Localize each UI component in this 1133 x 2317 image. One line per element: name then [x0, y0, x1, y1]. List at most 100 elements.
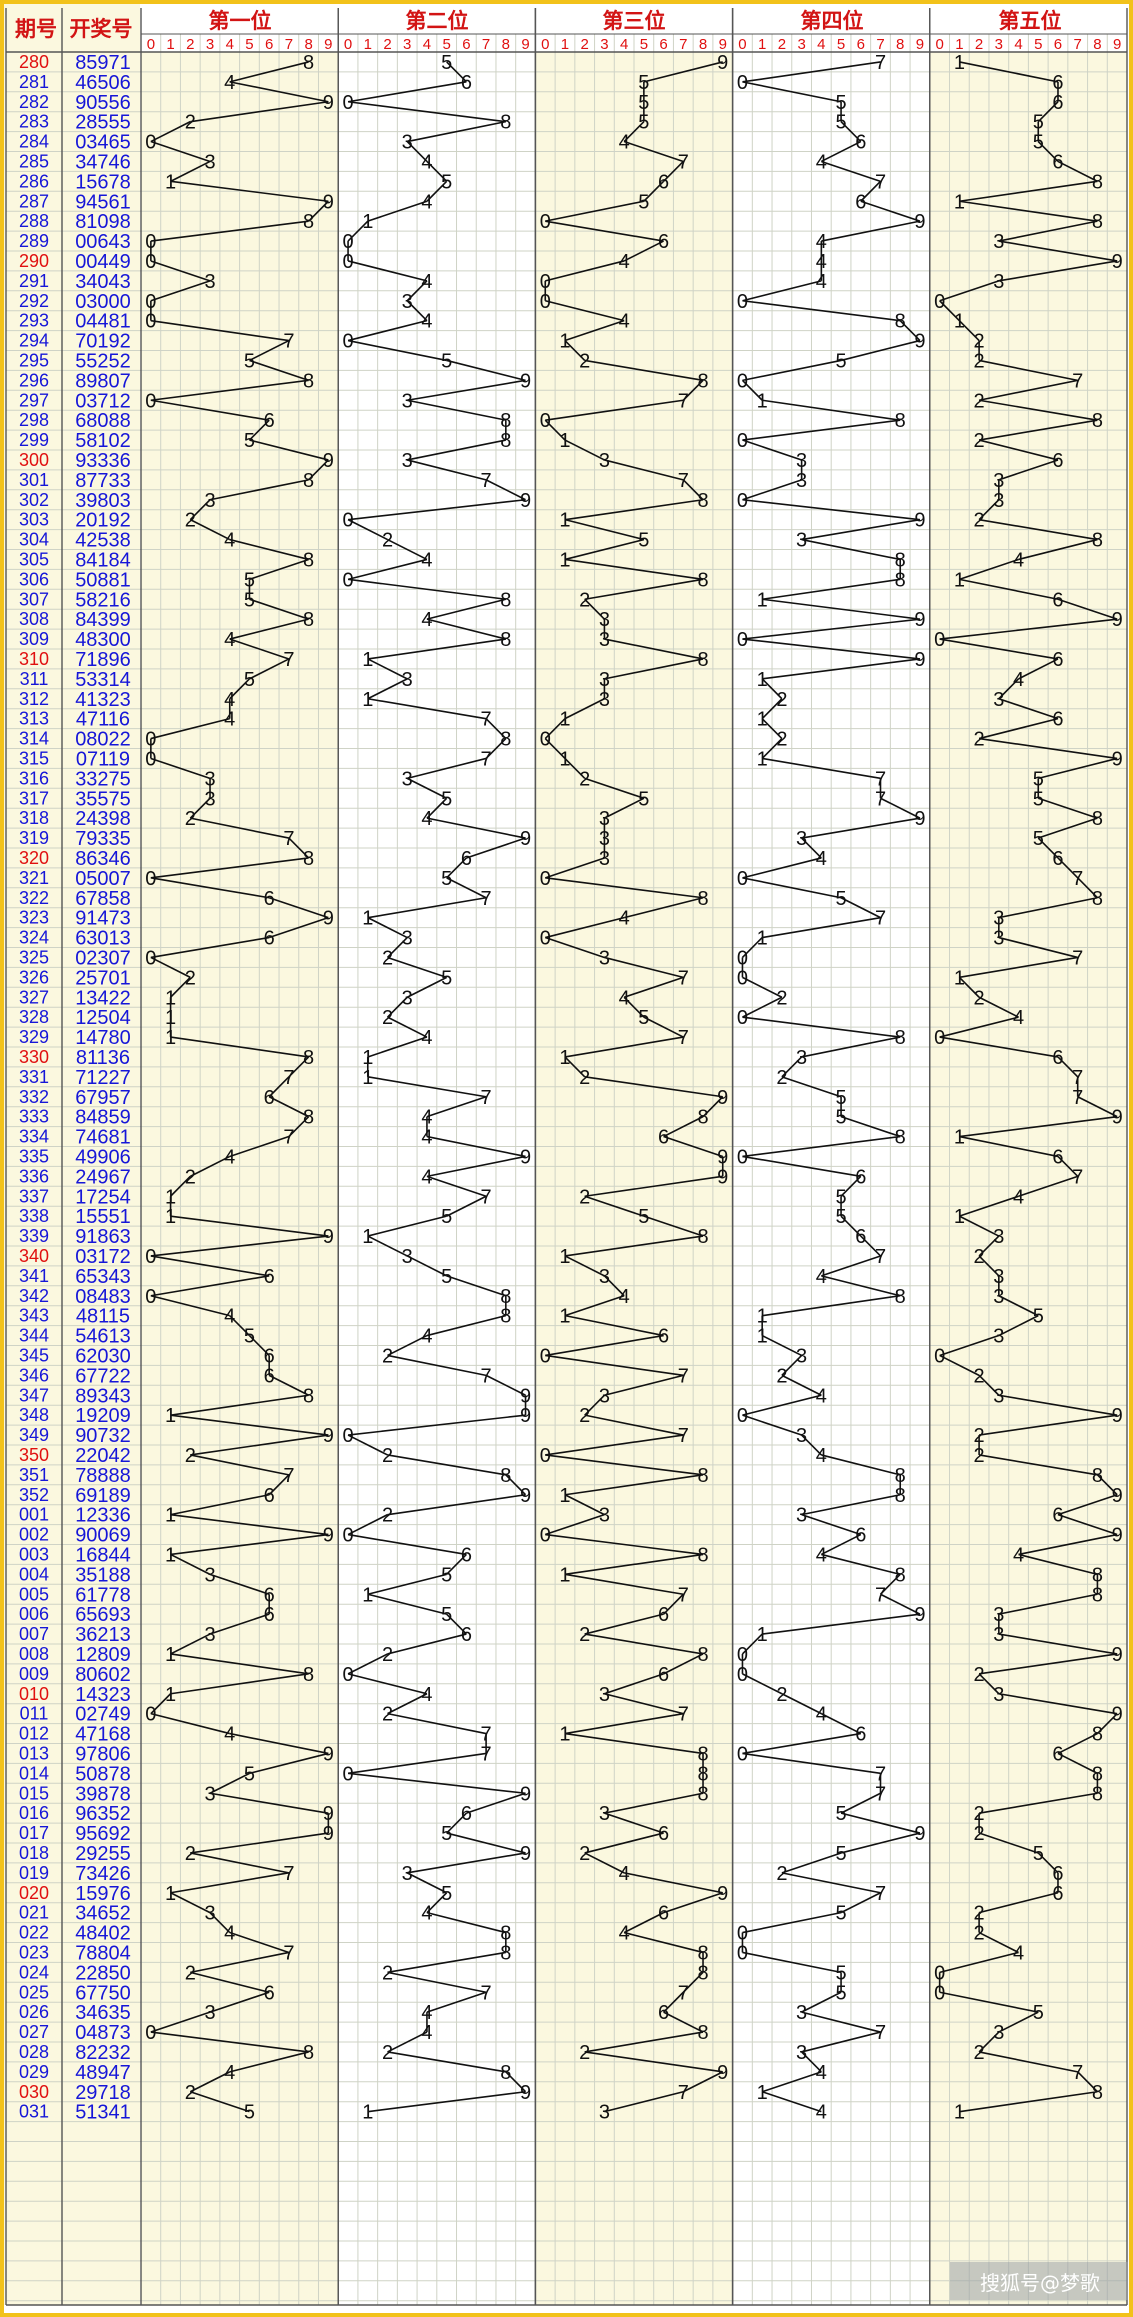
digit-mark-5: 3 — [993, 490, 1004, 512]
trend-segment-5 — [998, 459, 1059, 481]
trend-segment-2 — [466, 1792, 526, 1814]
digit-mark-3: 7 — [678, 1027, 689, 1049]
digit-mark-2: 0 — [342, 1425, 353, 1447]
digit-mark-5: 1 — [954, 967, 965, 989]
issue-label: 314 — [19, 729, 49, 749]
digit-mark-5: 5 — [1033, 1306, 1044, 1328]
draw-number: 87733 — [75, 470, 131, 492]
digit-header-1-9: 9 — [324, 36, 332, 53]
digit-mark-2: 9 — [520, 1385, 531, 1407]
digit-mark-5: 9 — [1112, 1644, 1123, 1666]
trend-segment-4 — [840, 1215, 862, 1237]
trend-segment-1 — [170, 1175, 191, 1197]
draw-number: 02307 — [75, 947, 131, 969]
trend-segment-1 — [150, 260, 211, 282]
digit-mark-2: 4 — [421, 2022, 432, 2044]
trend-segment-5 — [959, 1215, 1000, 1237]
trend-segment-5 — [939, 1334, 1000, 1357]
trend-segment-5 — [939, 280, 1000, 302]
trend-segment-1 — [229, 81, 329, 103]
trend-segment-1 — [150, 877, 270, 899]
digit-mark-4: 0 — [737, 370, 748, 392]
digit-mark-1: 2 — [185, 1166, 196, 1188]
issue-label: 018 — [19, 1843, 49, 1863]
issue-label: 301 — [19, 470, 49, 490]
trend-segment-5 — [978, 439, 1059, 461]
digit-mark-3: 8 — [697, 370, 708, 392]
trend-segment-4 — [840, 1115, 901, 1138]
trend-segment-5 — [939, 1991, 1039, 2013]
trend-segment-2 — [367, 1235, 408, 1257]
trend-segment-5 — [1077, 1096, 1118, 1118]
trend-segment-2 — [347, 558, 428, 581]
trend-segment-4 — [742, 996, 783, 1018]
digit-mark-2: 3 — [402, 132, 413, 154]
digit-mark-5: 3 — [993, 271, 1004, 293]
trend-segment-5 — [998, 936, 1078, 959]
digit-mark-3: 0 — [540, 729, 551, 751]
left-columns-band — [4, 4, 140, 2305]
trend-segment-1 — [170, 1673, 309, 1695]
trend-segment-3 — [564, 1573, 684, 1596]
digit-mark-1: 9 — [323, 450, 334, 472]
digit-mark-3: 4 — [619, 1286, 630, 1308]
draw-number: 69189 — [75, 1485, 131, 1507]
trend-segment-2 — [347, 1533, 467, 1556]
trend-segment-4 — [741, 1633, 763, 1655]
draw-number: 47116 — [76, 709, 130, 731]
digit-mark-2: 4 — [421, 151, 432, 173]
digit-mark-4: 1 — [757, 1624, 768, 1646]
trend-segment-4 — [761, 2071, 822, 2093]
trend-segment-3 — [564, 319, 625, 342]
trend-segment-4 — [762, 658, 921, 680]
trend-segment-4 — [880, 1593, 921, 1615]
issue-label: 286 — [19, 171, 49, 191]
digit-header-5-5: 5 — [1034, 36, 1042, 53]
issue-label: 326 — [19, 967, 49, 987]
digit-mark-1: 1 — [165, 1684, 176, 1706]
digit-mark-1: 9 — [323, 1823, 334, 1845]
trend-segment-1 — [248, 1334, 270, 1357]
digit-mark-3: 8 — [697, 888, 708, 910]
digit-header-4-6: 6 — [857, 36, 865, 53]
draw-number: 03465 — [75, 132, 131, 154]
issue-label: 004 — [19, 1564, 49, 1584]
issue-label: 010 — [19, 1684, 49, 1704]
issue-label: 316 — [19, 768, 49, 788]
trend-segment-3 — [564, 1314, 664, 1337]
digit-header-3-4: 4 — [620, 36, 628, 53]
trend-segment-4 — [801, 538, 901, 561]
draw-number: 81098 — [75, 211, 131, 233]
digit-mark-3: 8 — [697, 1763, 708, 1785]
digit-mark-1: 6 — [264, 1485, 275, 1507]
digit-mark-1: 4 — [224, 2062, 235, 2084]
digit-mark-3: 2 — [579, 1067, 590, 1089]
trend-segment-3 — [584, 598, 605, 620]
digit-mark-4: 4 — [816, 251, 827, 273]
trend-segment-5 — [959, 1135, 1059, 1158]
trend-segment-5 — [998, 697, 1059, 720]
trend-segment-3 — [545, 399, 684, 421]
trend-segment-4 — [742, 1752, 881, 1775]
trend-segment-3 — [564, 698, 605, 720]
digit-mark-3: 1 — [559, 1724, 570, 1746]
trend-segment-4 — [742, 1911, 842, 1934]
digit-mark-4: 5 — [835, 92, 846, 114]
digit-header-5-6: 6 — [1054, 36, 1062, 53]
issue-label: 028 — [19, 2042, 49, 2062]
digit-mark-2: 4 — [421, 1684, 432, 1706]
issue-label: 310 — [19, 649, 49, 669]
digit-header-2-5: 5 — [442, 36, 450, 53]
digit-mark-2: 4 — [421, 311, 432, 333]
digit-header-5-9: 9 — [1113, 36, 1121, 53]
trend-segment-2 — [387, 1971, 487, 1994]
trend-segment-3 — [682, 2071, 724, 2093]
issue-label: 341 — [19, 1266, 49, 1286]
digit-mark-4: 5 — [835, 1962, 846, 1984]
issue-label: 344 — [19, 1326, 49, 1346]
digit-mark-5: 7 — [1072, 1067, 1083, 1089]
digit-mark-3: 3 — [599, 828, 610, 850]
digit-mark-1: 8 — [303, 211, 314, 233]
trend-segment-3 — [545, 1454, 704, 1476]
trend-segment-4 — [742, 1673, 783, 1695]
